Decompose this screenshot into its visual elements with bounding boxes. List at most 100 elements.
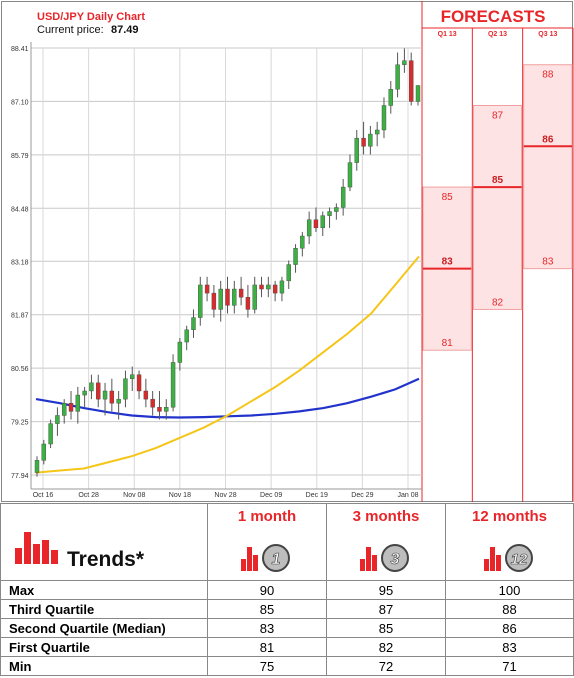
- candle-body: [116, 398, 121, 404]
- forecast-median-label: 85: [492, 175, 504, 186]
- y-tick-label: 88.41: [11, 46, 29, 53]
- candle-body: [381, 105, 387, 131]
- cell-value: 82: [326, 637, 446, 657]
- trends-header-row: Trends* 1 month 1 3 months: [0, 503, 574, 581]
- chart-title: USD/JPY Daily Chart: [37, 11, 145, 23]
- trend-col-label: 12 months: [471, 508, 547, 525]
- candle-body: [177, 341, 183, 363]
- cell-value: 95: [326, 580, 446, 600]
- cell-value: 85: [326, 618, 446, 638]
- x-tick-label: Dec 29: [351, 492, 373, 499]
- cell-value: 83: [445, 637, 574, 657]
- forecast-min-label: 83: [542, 257, 554, 268]
- price-chart: USD/JPY Daily Chart Current price: 87.49…: [0, 0, 574, 503]
- candle-body: [238, 288, 244, 298]
- table-row: Min 75 72 71: [0, 656, 574, 676]
- candle-body: [136, 374, 142, 392]
- candle-body: [143, 390, 149, 400]
- x-tick-label: Dec 19: [306, 492, 328, 499]
- cell-value: 88: [445, 599, 574, 619]
- candle-body: [347, 162, 353, 188]
- candle-body: [102, 390, 108, 400]
- row-label: Third Quartile: [0, 599, 208, 619]
- candle-body: [232, 288, 237, 306]
- y-tick-label: 81.87: [11, 313, 29, 320]
- y-tick-label: 83.18: [11, 259, 29, 266]
- cell-value: 86: [445, 618, 574, 638]
- trends-title-cell: Trends*: [0, 503, 208, 581]
- candle-body: [361, 137, 366, 147]
- candle-body: [225, 288, 230, 306]
- trends-table-wrapper: Trends* 1 month 1 3 months: [0, 503, 574, 678]
- x-tick-label: Nov 08: [123, 492, 145, 499]
- row-label: First Quartile: [0, 637, 208, 657]
- y-tick-label: 84.48: [11, 206, 29, 213]
- candle-body: [272, 284, 278, 294]
- trend-col-label: 3 months: [352, 508, 420, 525]
- cell-value: 75: [207, 656, 327, 676]
- candle-body: [252, 284, 257, 310]
- candle-body: [320, 215, 325, 229]
- current-price-label: Current price:: [37, 24, 104, 36]
- table-row: First Quartile 81 82 83: [0, 637, 574, 657]
- candle-body: [327, 211, 332, 216]
- current-price-value: 87.49: [111, 24, 139, 36]
- forecast-max-label: 88: [542, 70, 554, 81]
- candle-body: [204, 284, 210, 294]
- trends-table: Trends* 1 month 1 3 months: [0, 503, 574, 676]
- candle-body: [62, 403, 67, 416]
- cell-value: 87: [326, 599, 446, 619]
- candle-body: [130, 374, 135, 379]
- candle-body: [96, 382, 101, 400]
- candle-body: [34, 460, 40, 473]
- candle-body: [395, 64, 400, 90]
- x-tick-label: Dec 09: [260, 492, 282, 499]
- table-row: Third Quartile 85 87 88: [0, 599, 574, 619]
- period-badge: 1: [272, 551, 281, 568]
- candle-body: [150, 398, 155, 408]
- moving-average-fast-line: [35, 255, 420, 474]
- candle-body: [184, 329, 189, 343]
- candle-body: [211, 292, 217, 310]
- cell-value: 71: [445, 656, 574, 676]
- forecast-median-label: 83: [442, 257, 454, 268]
- trend-12-months-icon: 12: [484, 544, 533, 572]
- y-tick-label: 85.79: [11, 153, 29, 160]
- forecast-min-label: 81: [442, 338, 454, 349]
- cell-value: 83: [207, 618, 327, 638]
- forecast-column-label: Q2 13: [488, 31, 507, 38]
- candle-body: [259, 284, 264, 290]
- trend-col-12-months: 12 months 12: [445, 503, 574, 581]
- row-label: Second Quartile (Median): [0, 618, 208, 638]
- forecast-column-label: Q3 13: [538, 31, 557, 38]
- forecast-max-label: 85: [442, 192, 454, 203]
- x-tick-label: Jan 08: [397, 492, 418, 499]
- forecasts-title: FORECASTS: [441, 7, 546, 26]
- cell-value: 72: [326, 656, 446, 676]
- candle-body: [170, 362, 176, 408]
- cell-value: 100: [445, 580, 574, 600]
- x-tick-label: Oct 28: [78, 492, 99, 499]
- y-tick-label: 80.56: [11, 366, 29, 373]
- candle-body: [340, 186, 346, 208]
- candle-body: [41, 443, 47, 461]
- y-tick-label: 87.10: [11, 99, 29, 106]
- candle-body: [48, 423, 53, 445]
- candle-body: [408, 60, 414, 102]
- forecast-max-label: 87: [492, 111, 504, 122]
- forecast-range-band: [472, 105, 523, 310]
- candle-body: [286, 264, 291, 282]
- candle-body: [164, 407, 169, 412]
- x-tick-label: Nov 28: [214, 492, 236, 499]
- bar-chart-icon: [15, 532, 58, 564]
- trends-title: Trends*: [67, 548, 145, 571]
- table-row: Second Quartile (Median) 83 85 86: [0, 618, 574, 638]
- candle-body: [68, 403, 74, 412]
- row-label: Min: [0, 656, 208, 676]
- candle-body: [388, 88, 393, 106]
- x-tick-label: Nov 18: [169, 492, 191, 499]
- candle-body: [109, 390, 115, 404]
- trend-3-months-icon: 3: [360, 544, 409, 572]
- cell-value: 81: [207, 637, 327, 657]
- y-tick-label: 77.94: [11, 473, 29, 480]
